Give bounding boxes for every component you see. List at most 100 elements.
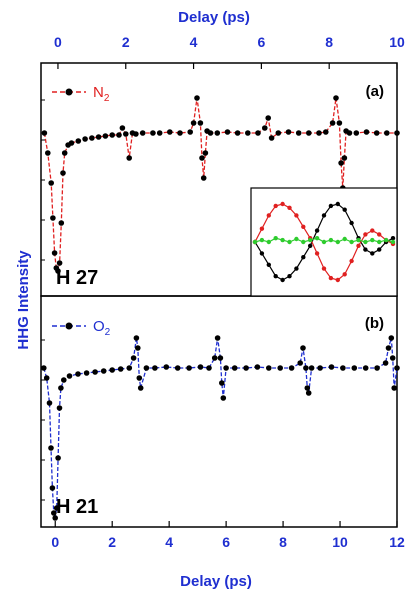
top-tick-label-5: 10 <box>389 34 405 50</box>
bottom-tick-label-4: 8 <box>279 534 287 550</box>
inset-black-point-12 <box>335 201 340 207</box>
inset-black-point-17 <box>370 251 375 256</box>
n2-point-53 <box>329 120 336 126</box>
inset-red-point-9 <box>314 251 320 256</box>
o2-point-54 <box>362 365 369 371</box>
o2-point-23 <box>136 375 143 381</box>
n2-point-41 <box>234 130 241 136</box>
n2-point-12 <box>68 140 75 146</box>
inset-green-point-12 <box>335 239 340 245</box>
o2-point-14 <box>83 370 90 376</box>
n2-point-35 <box>200 175 207 181</box>
o2-point-42 <box>277 365 284 371</box>
n2-point-18 <box>109 132 115 138</box>
n2-point-32 <box>194 95 200 101</box>
inset-black-point-14 <box>349 220 354 226</box>
n2-point-20 <box>119 125 126 131</box>
o2-point-36 <box>220 395 227 401</box>
inset-green-point-14 <box>349 239 354 245</box>
o2-point-39 <box>243 365 249 371</box>
legend-o2-subscript: 2 <box>105 327 111 338</box>
n2-point-30 <box>187 129 193 135</box>
y-ticks <box>41 99 45 501</box>
o2-point-33 <box>214 335 221 341</box>
n2-point-51 <box>316 130 322 136</box>
panel-a-label: (a) <box>366 83 384 100</box>
legend-n2-label: N2 <box>93 84 110 104</box>
legend-n2-text: N <box>93 84 104 101</box>
o2-point-55 <box>374 365 380 371</box>
series-o2 <box>41 335 400 521</box>
n2-point-47 <box>275 130 282 136</box>
inset-black-point-9 <box>314 228 320 233</box>
o2-point-3 <box>48 445 54 451</box>
o2-point-28 <box>174 365 181 371</box>
o2-point-7 <box>53 505 60 511</box>
inset-green-point-1 <box>259 237 265 243</box>
n2-point-6 <box>55 268 61 274</box>
n2-point-39 <box>214 130 221 136</box>
n2-point-1 <box>45 150 51 156</box>
inset-green-point-13 <box>342 236 347 242</box>
o2-point-18 <box>117 366 124 372</box>
n2-point-40 <box>224 129 231 135</box>
n2-point-21 <box>123 131 129 137</box>
o2-point-32 <box>211 355 218 361</box>
o2-point-29 <box>186 365 192 371</box>
o2-point-52 <box>340 365 346 371</box>
harmonic-label-a: H 27 <box>56 267 98 289</box>
o2-point-17 <box>109 367 115 373</box>
n2-point-8 <box>58 220 65 226</box>
inset-green-point-17 <box>370 237 375 243</box>
bottom-tick-label-6: 12 <box>389 534 405 550</box>
o2-point-24 <box>137 385 144 391</box>
inset-red-point-12 <box>335 277 340 283</box>
o2-point-38 <box>231 365 238 371</box>
bottom-tick-label-5: 10 <box>332 534 348 550</box>
n2-point-50 <box>306 130 312 136</box>
top-x-ticks: 0 2 4 6 8 10 <box>54 34 405 69</box>
o2-point-30 <box>197 364 204 370</box>
n2-point-29 <box>177 130 183 136</box>
o2-point-27 <box>163 364 170 370</box>
n2-point-24 <box>133 131 139 137</box>
inset-green-point-7 <box>301 239 306 245</box>
y-axis-title: HHG Intensity <box>15 250 32 350</box>
bottom-tick-label-1: 2 <box>108 534 116 550</box>
inset-red-point-18 <box>377 232 382 237</box>
n2-point-19 <box>116 132 122 138</box>
n2-point-56 <box>338 160 344 166</box>
o2-point-47 <box>304 385 311 391</box>
n2-point-16 <box>95 134 102 140</box>
o2-point-34 <box>217 355 224 361</box>
inset-black-point-3 <box>273 274 278 279</box>
inset-green-point-19 <box>383 237 389 243</box>
n2-point-28 <box>167 129 173 135</box>
bottom-tick-label-0: 0 <box>51 534 59 550</box>
n2-point-38 <box>207 130 214 136</box>
o2-point-58 <box>388 335 395 341</box>
o2-point-16 <box>100 368 107 374</box>
o2-point-44 <box>297 360 304 366</box>
inset-green-point-5 <box>287 239 292 245</box>
n2-point-15 <box>89 135 95 141</box>
n2-point-44 <box>262 125 268 131</box>
inset-red-point-13 <box>342 272 347 277</box>
n2-point-36 <box>202 150 209 156</box>
panel-b-label: (b) <box>365 315 384 332</box>
o2-point-53 <box>351 365 358 371</box>
o2-point-0 <box>41 365 47 371</box>
n2-point-10 <box>61 150 68 156</box>
n2-point-54 <box>333 95 339 101</box>
n2-point-46 <box>268 135 275 141</box>
n2-point-42 <box>245 130 251 136</box>
o2-point-37 <box>223 365 229 371</box>
inset-red-point-5 <box>287 205 292 210</box>
inset-black-point-6 <box>294 266 299 271</box>
legend-o2: O2 <box>52 318 111 338</box>
inset-green-point-2 <box>266 239 271 245</box>
inset-red-point-3 <box>273 203 278 209</box>
o2-point-61 <box>394 365 400 371</box>
top-tick-label-2: 4 <box>190 34 198 50</box>
n2-point-25 <box>139 130 146 136</box>
